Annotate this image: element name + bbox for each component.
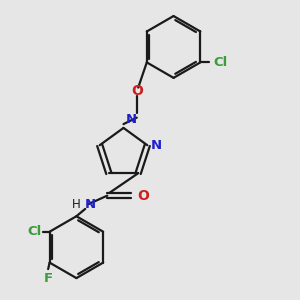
Text: N: N (151, 139, 162, 152)
Text: O: O (131, 84, 143, 98)
Text: N: N (126, 112, 137, 126)
Text: N: N (85, 198, 96, 211)
Text: Cl: Cl (214, 56, 228, 69)
Text: F: F (44, 272, 53, 285)
Text: H: H (72, 198, 81, 211)
Text: O: O (137, 189, 149, 202)
Text: Cl: Cl (27, 225, 41, 238)
